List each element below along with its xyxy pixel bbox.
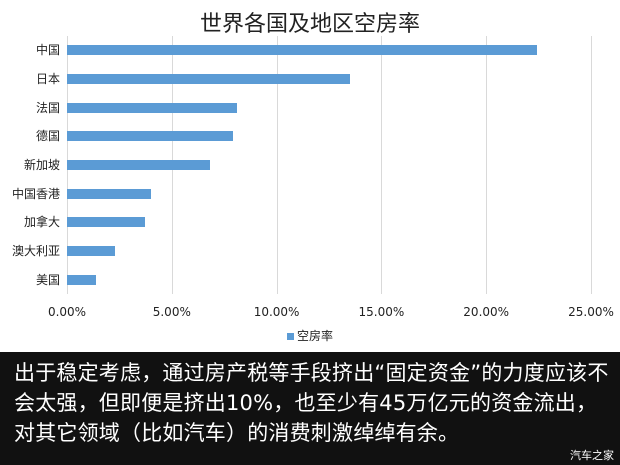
category-label: 美国 [35, 272, 60, 287]
x-tick-label: 20.00% [463, 305, 510, 319]
bar [67, 246, 116, 256]
chart: 世界各国及地区空房率 中国日本法国德国新加坡中国香港加拿大澳大利亚美国 0.00… [0, 12, 620, 344]
bar-row: 日本 [0, 68, 600, 90]
watermark: 汽车之家 [570, 449, 614, 462]
bar [67, 217, 145, 228]
x-tick-label: 5.00% [152, 305, 191, 319]
gridline [591, 36, 592, 294]
plot-area: 中国日本法国德国新加坡中国香港加拿大澳大利亚美国 [12, 36, 592, 294]
bar-row: 德国 [0, 125, 600, 147]
gridline [486, 36, 488, 294]
category-label: 德国 [35, 129, 60, 144]
x-tick-label: 10.00% [253, 305, 300, 319]
legend-label: 空房率 [296, 329, 333, 343]
bar-row: 加拿大 [0, 211, 600, 233]
caption-banner: 出于稳定考虑，通过房产税等手段挤出“固定资金”的力度应该不会太强，但即便是挤出1… [0, 352, 620, 465]
category-label: 澳大利亚 [11, 244, 60, 258]
gridline [276, 36, 278, 294]
chart-title: 世界各国及地区空房率 [199, 12, 420, 37]
legend: 空房率 [0, 327, 620, 344]
bar [67, 102, 237, 113]
gridline [381, 36, 383, 294]
caption-text: 出于稳定考虑，通过房产税等手段挤出“固定资金”的力度应该不会太强，但即便是挤出1… [14, 361, 609, 445]
bar [67, 188, 151, 199]
bar-row: 美国 [0, 269, 600, 291]
x-tick-label: 15.00% [358, 305, 405, 319]
category-label: 日本 [35, 72, 60, 86]
category-label: 中国 [35, 43, 60, 58]
category-label: 法国 [35, 100, 60, 115]
bar-row: 澳大利亚 [0, 240, 600, 262]
bar [67, 131, 233, 142]
bar-row: 中国 [0, 39, 600, 61]
legend-swatch [286, 333, 294, 340]
x-tick-label: 0.00% [47, 305, 87, 319]
bar-row: 中国香港 [0, 183, 600, 205]
bar [67, 160, 210, 170]
category-label: 加拿大 [23, 215, 60, 230]
category-label: 中国香港 [11, 186, 60, 201]
bar [67, 45, 537, 56]
bar-row: 新加坡 [0, 154, 600, 176]
bar [67, 274, 97, 285]
bar-row: 法国 [0, 97, 600, 119]
bar [67, 74, 350, 84]
x-tick-label: 25.00% [568, 305, 614, 319]
category-label: 新加坡 [23, 158, 60, 172]
